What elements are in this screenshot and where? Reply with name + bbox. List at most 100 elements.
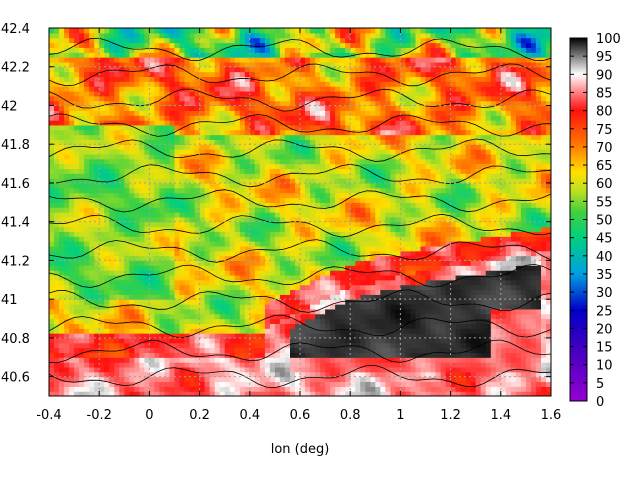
heatmap-cell — [390, 158, 397, 165]
heatmap-cell — [49, 202, 55, 208]
heatmap-cell — [450, 352, 457, 358]
heatmap-cell — [64, 308, 70, 315]
heatmap-cell — [199, 308, 206, 315]
heatmap-cell — [465, 352, 472, 358]
heatmap-cell — [440, 192, 447, 199]
heatmap-cell — [380, 163, 386, 170]
heatmap-cell — [189, 381, 196, 387]
heatmap-cell — [169, 202, 176, 208]
heatmap-cell — [64, 386, 70, 392]
heatmap-cell — [370, 265, 376, 271]
heatmap-cell — [465, 197, 472, 203]
heatmap-cell — [104, 197, 110, 203]
heatmap-cell — [325, 163, 331, 170]
heatmap-cell — [64, 284, 70, 291]
heatmap-cell — [475, 362, 482, 368]
heatmap-cell — [345, 362, 351, 368]
heatmap-cell — [495, 260, 502, 266]
heatmap-cell — [390, 381, 397, 387]
heatmap-cell — [541, 376, 547, 383]
heatmap-cell — [229, 328, 236, 334]
heatmap-cell — [199, 216, 206, 223]
heatmap-cell — [119, 313, 125, 320]
heatmap-cell — [229, 333, 236, 339]
heatmap-cell — [320, 337, 326, 344]
heatmap-cell — [300, 342, 306, 349]
heatmap-cell — [425, 337, 432, 344]
heatmap-cell — [119, 255, 125, 262]
heatmap-cell — [290, 270, 296, 276]
heatmap-cell — [124, 163, 130, 170]
heatmap-cell — [455, 182, 462, 189]
heatmap-cell — [69, 279, 75, 286]
heatmap-cell — [94, 289, 100, 295]
heatmap-cell — [300, 168, 306, 174]
heatmap-cell — [234, 342, 241, 349]
heatmap-cell — [330, 192, 336, 199]
heatmap-cell — [79, 226, 85, 232]
heatmap-cell — [541, 299, 547, 305]
heatmap-cell — [395, 318, 402, 324]
heatmap-cell — [184, 337, 191, 344]
heatmap-cell — [505, 352, 512, 358]
heatmap-cell — [109, 333, 115, 339]
heatmap-cell — [179, 337, 186, 344]
heatmap-cell — [254, 202, 261, 208]
heatmap-cell — [340, 178, 346, 184]
heatmap-cell — [174, 289, 181, 295]
heatmap-cell — [79, 178, 85, 184]
heatmap-cell — [295, 182, 301, 189]
heatmap-cell — [194, 328, 201, 334]
heatmap-cell — [355, 163, 361, 170]
heatmap-cell — [480, 362, 487, 368]
heatmap-cell — [425, 241, 432, 247]
heatmap-cell — [239, 168, 246, 174]
heatmap-cell — [546, 304, 551, 310]
heatmap-cell — [350, 178, 356, 184]
heatmap-cell — [500, 250, 507, 257]
heatmap-cell — [375, 337, 381, 344]
heatmap-cell — [229, 299, 236, 305]
heatmap-cell — [154, 308, 161, 315]
heatmap-cell — [505, 153, 512, 160]
heatmap-cell — [134, 202, 140, 208]
heatmap-cell — [480, 197, 487, 203]
heatmap-cell — [495, 270, 502, 276]
heatmap-cell — [410, 323, 417, 329]
heatmap-cell — [169, 352, 176, 358]
heatmap-cell — [490, 216, 497, 223]
heatmap-cell — [435, 304, 442, 310]
heatmap-cell — [515, 347, 522, 354]
heatmap-cell — [94, 270, 100, 276]
heatmap-cell — [460, 289, 467, 295]
heatmap-cell — [520, 163, 527, 170]
heatmap-cell — [284, 304, 291, 310]
heatmap-cell — [500, 216, 507, 223]
heatmap-cell — [340, 386, 346, 392]
heatmap-cell — [455, 279, 462, 286]
heatmap-cell — [159, 289, 166, 295]
heatmap-cell — [274, 270, 281, 276]
heatmap-cell — [546, 362, 551, 368]
heatmap-cell — [365, 182, 371, 189]
heatmap-cell — [109, 197, 115, 203]
heatmap-cell — [74, 231, 80, 237]
heatmap-cell — [284, 381, 291, 387]
heatmap-cell — [94, 265, 100, 271]
heatmap-cell — [224, 376, 231, 383]
heatmap-cell — [495, 265, 502, 271]
heatmap-cell — [450, 270, 457, 276]
heatmap-cell — [74, 328, 80, 334]
heatmap-cell — [274, 294, 281, 300]
heatmap-cell — [239, 202, 246, 208]
heatmap-cell — [184, 241, 191, 247]
heatmap-cell — [485, 192, 492, 199]
heatmap-cell — [375, 357, 381, 363]
heatmap-cell — [420, 153, 427, 160]
heatmap-cell — [430, 304, 437, 310]
heatmap-cell — [259, 197, 266, 203]
heatmap-cell — [234, 318, 241, 324]
heatmap-cell — [365, 294, 371, 300]
heatmap-cell — [460, 216, 467, 223]
heatmap-cell — [515, 337, 522, 344]
